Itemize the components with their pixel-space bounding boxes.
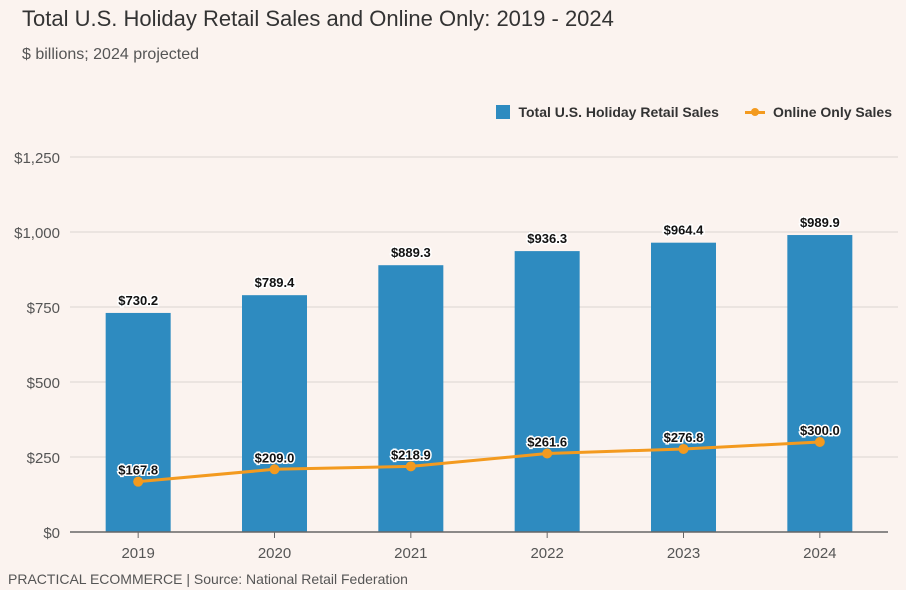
x-tick-label: 2019 [121, 545, 154, 562]
y-tick-label: $500 [27, 375, 60, 392]
legend-item-retail-sales: Total U.S. Holiday Retail Sales [496, 104, 719, 120]
chart-title: Total U.S. Holiday Retail Sales and Onli… [22, 6, 614, 31]
x-tick-label: 2022 [530, 545, 563, 562]
bar [378, 265, 444, 532]
chart-subtitle: $ billions; 2024 projected [22, 46, 200, 63]
y-tick-label: $750 [27, 300, 60, 317]
bar [651, 242, 716, 532]
bar [242, 295, 307, 532]
x-tick-label: 2021 [394, 545, 427, 562]
online-value-label: $167.8 [118, 463, 158, 478]
x-tick-label: 2024 [803, 545, 836, 562]
y-tick-label: $1,000 [14, 225, 60, 242]
online-sales-point [542, 448, 553, 459]
online-sales-line [138, 440, 820, 484]
bar-value-label: $989.9 [800, 215, 840, 230]
online-value-label: $300.0 [800, 423, 840, 438]
legend-label-retail-sales: Total U.S. Holiday Retail Sales [518, 104, 719, 120]
online-sales-point [269, 464, 280, 475]
x-tick-label: 2020 [258, 545, 291, 562]
bar [514, 251, 580, 533]
online-value-label: $261.6 [527, 435, 567, 450]
y-tick-label: $1,250 [14, 150, 60, 167]
legend-item-online-sales: Online Only Sales [744, 104, 892, 120]
y-tick-label: $250 [27, 450, 60, 467]
online-sales-point [405, 461, 416, 472]
bar [787, 235, 853, 532]
online-value-label: $218.9 [391, 447, 431, 462]
bar-value-label: $964.4 [664, 223, 705, 238]
legend-swatch-bar [496, 105, 511, 119]
legend-swatch-line [744, 105, 765, 119]
source-footer: PRACTICAL ECOMMERCE | Source: National R… [8, 571, 408, 587]
legend-label-online-sales: Online Only Sales [772, 104, 892, 120]
bar-value-label: $730.2 [118, 293, 158, 308]
online-sales-point [678, 443, 689, 454]
online-sales-point [133, 476, 144, 487]
online-value-label: $276.8 [664, 430, 704, 445]
bar-value-label: $936.3 [527, 231, 567, 246]
x-tick-label: 2023 [667, 545, 700, 562]
online-sales-point [814, 437, 825, 447]
online-value-label: $209.0 [255, 450, 295, 465]
bar-value-label: $889.3 [391, 245, 431, 260]
y-tick-label: $0 [43, 525, 60, 542]
bar [105, 312, 171, 532]
bar-value-label: $789.4 [255, 275, 296, 290]
chart-legend: Total U.S. Holiday Retail Sales Online O… [496, 104, 892, 120]
